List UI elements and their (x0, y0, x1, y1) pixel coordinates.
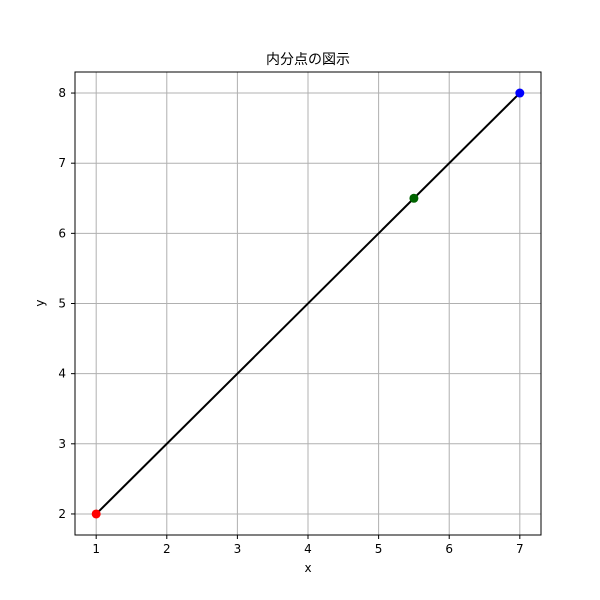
x-tick-label: 4 (304, 542, 312, 556)
segment-line (95, 92, 521, 515)
x-tick-label: 7 (516, 542, 524, 556)
x-ticks: 1 2 3 4 5 6 7 (92, 535, 524, 556)
x-tick-label: 5 (375, 542, 383, 556)
y-tick-label: 4 (58, 367, 66, 381)
point-end (515, 88, 525, 98)
x-tick-label: 2 (163, 542, 171, 556)
x-axis-label: x (304, 561, 311, 575)
point-internal-division (409, 193, 419, 203)
segment-layer (95, 92, 521, 515)
chart-title: 内分点の図示 (266, 52, 350, 68)
y-tick-label: 5 (58, 297, 66, 311)
x-tick-label: 3 (234, 542, 242, 556)
y-tick-label: 8 (58, 86, 66, 100)
y-tick-label: 6 (58, 226, 66, 240)
points-layer (91, 88, 525, 519)
point-start (91, 509, 101, 519)
x-tick-label: 6 (445, 542, 453, 556)
y-tick-label: 2 (58, 507, 66, 521)
y-tick-label: 3 (58, 437, 66, 451)
x-tick-label: 1 (92, 542, 100, 556)
y-ticks: 2 3 4 5 6 7 8 (58, 86, 75, 521)
y-axis-label: y (33, 299, 47, 306)
y-tick-label: 7 (58, 156, 66, 170)
